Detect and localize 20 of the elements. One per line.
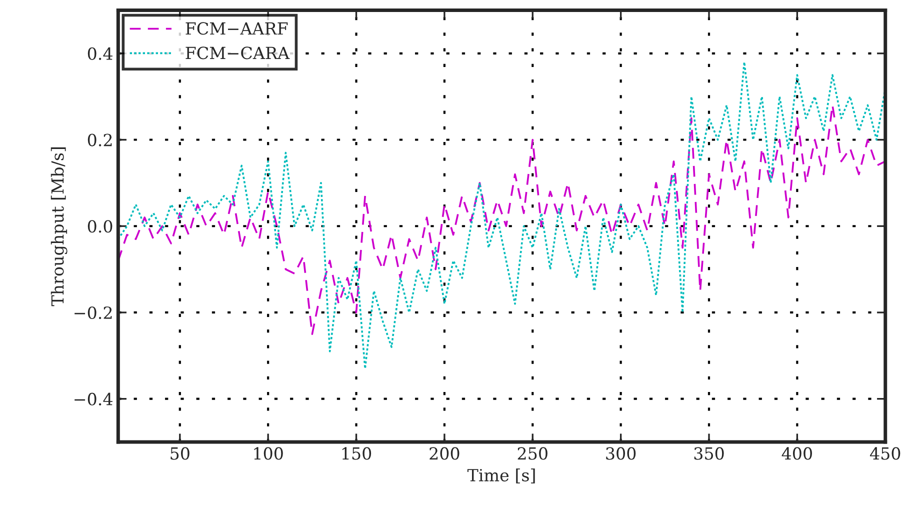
line-series bbox=[118, 61, 886, 370]
x-tick-label: 400 bbox=[782, 447, 812, 460]
x-tick-label: 150 bbox=[342, 447, 372, 460]
x-tick-label: 250 bbox=[518, 447, 548, 460]
x-axis-title: Time [s] bbox=[467, 468, 535, 484]
y-axis-title: Throughput [Mb/s] bbox=[50, 147, 68, 306]
y-tick-label: −0.2 bbox=[74, 306, 112, 320]
x-tick-label: 350 bbox=[694, 447, 724, 460]
y-tick-label: 0.0 bbox=[88, 220, 112, 233]
x-tick-label: 450 bbox=[870, 447, 900, 460]
x-tick-label: 200 bbox=[430, 447, 460, 460]
legend-label: FCM−AARF bbox=[186, 22, 288, 35]
legend-label: FCM−CARA bbox=[186, 46, 290, 60]
y-tick-label: 0.2 bbox=[88, 134, 112, 146]
y-tick-label: −0.4 bbox=[74, 392, 112, 406]
x-tick-label: 50 bbox=[170, 447, 190, 460]
x-tick-label: 100 bbox=[254, 447, 283, 460]
y-tick-label: 0.4 bbox=[88, 47, 112, 60]
line-series bbox=[118, 104, 886, 335]
x-tick-label: 300 bbox=[606, 447, 636, 460]
